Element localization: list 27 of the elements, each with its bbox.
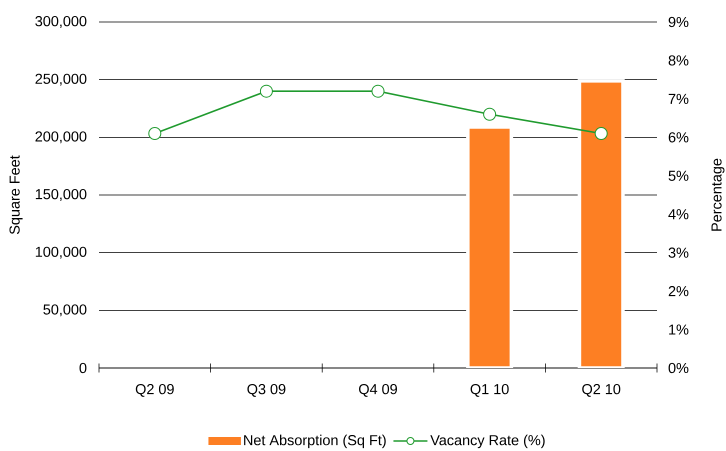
legend-label: Net Absorption (Sq Ft) [244, 434, 386, 448]
y-tick-label: 200,000 [36, 131, 86, 144]
point [594, 126, 608, 140]
y2-tick-label: 3% [668, 248, 688, 258]
x-tick-label: Q2 10 [582, 384, 620, 397]
y-tick-label: 100,000 [36, 246, 86, 259]
y-tick-label: 300,000 [35, 16, 86, 28]
y2-axis-title: Percentage [712, 158, 724, 231]
y2-tick-label: 1% [669, 324, 688, 335]
y2-tick-label: 7% [668, 94, 688, 104]
y-tick-label: 0 [80, 362, 86, 374]
y2-tick-label: 4% [668, 209, 688, 220]
x-tick-label: Q4 09 [359, 384, 397, 397]
y-tick-label: 250,000 [36, 74, 86, 86]
y2-tick-label: 8% [668, 55, 688, 66]
y2-tick-label: 6% [668, 132, 688, 142]
y-tick-label: 50,000 [43, 304, 86, 316]
y-tick-label: 150,000 [36, 189, 86, 201]
y2-tick-label: 2% [668, 286, 688, 296]
y2-tick-label: 9% [668, 16, 688, 28]
x-tick-label: Q1 10 [470, 384, 509, 397]
x-tick-label: Q3 09 [247, 384, 286, 397]
x-tick-label: Q2 09 [136, 384, 174, 397]
y2-tick-label: 0% [668, 362, 688, 374]
legend-label: Vacancy Rate (%) [430, 434, 545, 448]
y-axis-title: Square Feet [9, 155, 23, 234]
y2-tick-label: 5% [668, 170, 688, 181]
